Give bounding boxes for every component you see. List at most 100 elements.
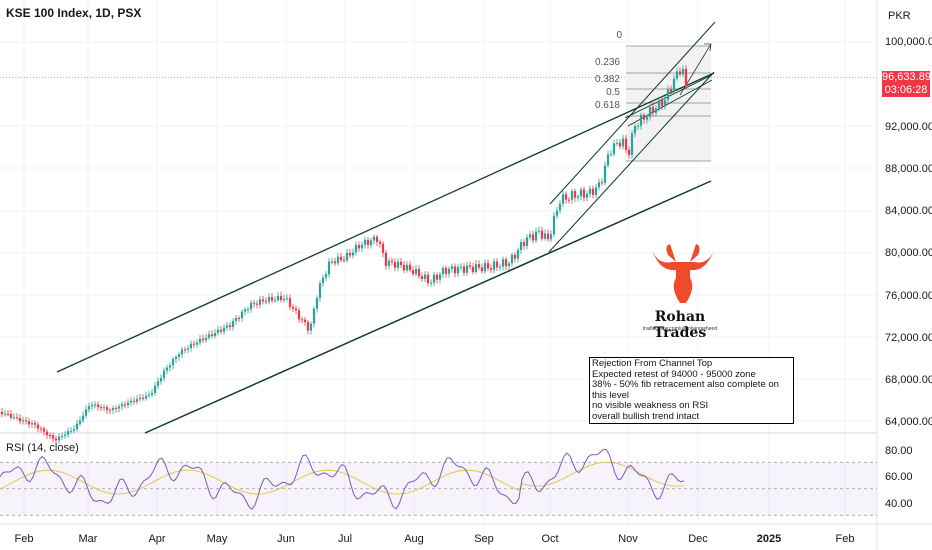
candle-body [54, 438, 58, 441]
candle-body [156, 381, 160, 386]
candle-body [501, 259, 505, 267]
note-line: overall bullish trend intact [592, 410, 700, 422]
rsi-line [0, 448, 685, 510]
candle-body [69, 430, 73, 432]
candle-body [507, 263, 511, 267]
candle-body [456, 267, 460, 274]
candle-body [63, 434, 67, 437]
rsi-label: RSI (14, close) [6, 442, 79, 454]
candle-body [258, 299, 262, 305]
candle-body [147, 394, 151, 396]
candle-body [273, 300, 277, 302]
y-tick: 72,000.00 [885, 332, 932, 344]
candle-body [129, 400, 133, 403]
candle-body [420, 276, 424, 279]
candle-body [597, 182, 601, 188]
note-line: Rejection From Channel Top [592, 358, 713, 369]
candle-body [330, 261, 334, 263]
candle-body [471, 266, 475, 273]
candle-body [684, 68, 688, 87]
candle-body [522, 242, 526, 246]
candle-body [588, 188, 592, 194]
candle-body [306, 322, 310, 331]
candle-body [6, 413, 10, 415]
candle-body [681, 68, 685, 75]
candle-body [168, 365, 172, 368]
candlestick-series [0, 64, 688, 445]
rsi-y-tick: 60.00 [885, 471, 913, 483]
candle-body [171, 359, 175, 366]
candle-body [549, 234, 553, 240]
candle-body [282, 298, 286, 301]
x-tick: Jun [277, 533, 295, 545]
y-tick: 100,000.00 [885, 36, 932, 48]
candle-body [246, 309, 250, 311]
candle-body [483, 263, 487, 272]
candle-body [243, 309, 247, 312]
candle-body [261, 299, 265, 302]
candle-body [201, 338, 205, 341]
candle-body [393, 261, 397, 268]
candle-body [537, 230, 541, 232]
candle-body [579, 189, 583, 197]
candle-body [561, 194, 565, 204]
candle-body [51, 435, 55, 439]
rising-channel-lower [548, 71, 715, 253]
candle-body [27, 421, 31, 425]
candle-body [291, 306, 295, 309]
candle-body [105, 407, 109, 410]
note-line: 38% - 50% fib retracement also complete … [592, 379, 779, 401]
rising-channel-upper [549, 21, 716, 205]
candle-body [42, 428, 46, 432]
candle-body [528, 234, 532, 238]
candle-body [144, 395, 148, 399]
candle-body [384, 252, 388, 266]
candle-body [123, 404, 127, 406]
currency-label[interactable]: PKR [888, 10, 911, 22]
candle-body [90, 404, 94, 407]
candle-body [267, 297, 271, 302]
candle-body [48, 435, 52, 437]
candle-body [288, 298, 292, 307]
candle-body [375, 236, 379, 242]
candle-body [627, 149, 631, 155]
candle-body [423, 274, 427, 279]
fib-label: 0 [616, 30, 622, 41]
candle-body [15, 417, 19, 419]
candle-body [600, 182, 604, 184]
candle-body [162, 370, 166, 378]
candle-body [465, 265, 469, 273]
candle-body [360, 244, 364, 249]
candle-body [285, 298, 289, 300]
candle-body [303, 319, 307, 323]
candle-body [252, 302, 256, 304]
candle-body [624, 138, 628, 150]
candle-body [45, 431, 49, 436]
candle-body [480, 267, 484, 272]
bull-right-horn [690, 244, 700, 262]
candle-body [453, 266, 457, 274]
candle-body [18, 417, 22, 422]
candle-body [24, 420, 28, 422]
candle-body [477, 264, 481, 268]
candle-body [552, 215, 556, 235]
candle-body [207, 334, 211, 338]
candle-body [135, 399, 139, 402]
fib-label: 0.618 [594, 100, 620, 111]
candle-body [108, 409, 112, 411]
candle-body [279, 296, 283, 301]
candle-body [525, 237, 529, 246]
candle-body [150, 392, 154, 395]
candle-body [87, 406, 91, 410]
x-tick: Oct [541, 533, 559, 545]
candle-body [72, 429, 76, 431]
candle-body [231, 320, 235, 328]
candle-body [249, 302, 253, 310]
candle-body [405, 264, 409, 271]
candle-body [297, 310, 301, 320]
note-line: Expected retest of 94000 - 95000 zone [592, 368, 756, 380]
candle-body [441, 267, 445, 275]
candle-body [138, 397, 142, 400]
candle-body [84, 409, 88, 416]
y-tick: 88,000.00 [885, 163, 932, 175]
